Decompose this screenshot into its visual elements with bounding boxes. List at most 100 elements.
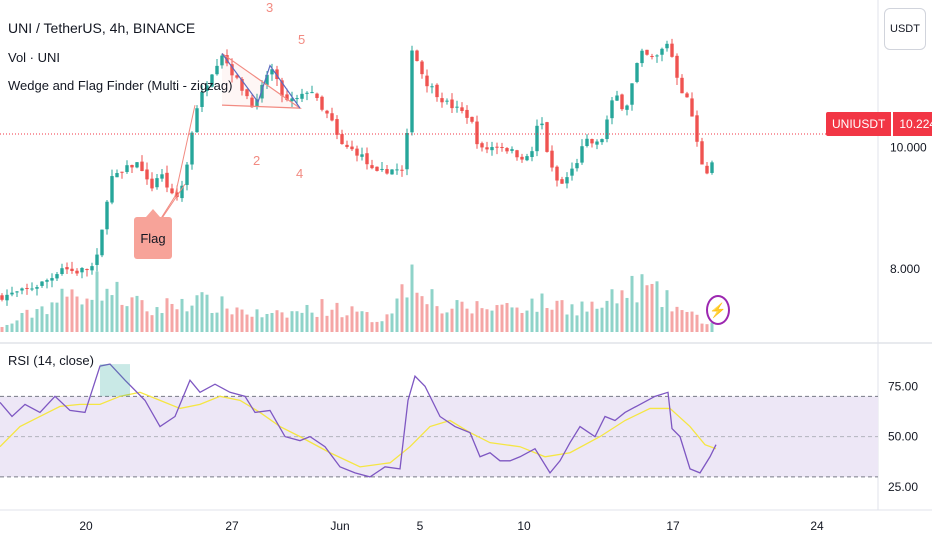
candle-body bbox=[420, 61, 424, 75]
candle-body bbox=[390, 169, 394, 175]
volume-bar bbox=[35, 309, 39, 332]
candle-body bbox=[580, 146, 584, 163]
rsi-legend[interactable]: RSI (14, close) bbox=[8, 353, 94, 368]
candle-body bbox=[35, 287, 39, 289]
candle-body bbox=[515, 150, 519, 158]
rsi-ma-line bbox=[0, 391, 717, 468]
candle-body bbox=[570, 168, 574, 176]
volume-bar bbox=[375, 321, 379, 332]
volume-bar bbox=[405, 297, 409, 332]
candle-body bbox=[360, 154, 364, 157]
candle-body bbox=[350, 146, 354, 150]
volume-bar bbox=[530, 298, 534, 332]
candle-body bbox=[190, 132, 194, 165]
candle-body bbox=[610, 100, 614, 119]
volume-bar bbox=[565, 314, 569, 332]
candle-body bbox=[140, 161, 144, 172]
volume-bar bbox=[60, 288, 64, 332]
candle-body bbox=[235, 75, 239, 78]
volume-bar bbox=[645, 285, 649, 332]
volume-bar bbox=[90, 299, 94, 332]
volume-bar bbox=[390, 313, 394, 332]
volume-bar bbox=[400, 284, 404, 332]
volume-bar bbox=[25, 309, 29, 332]
volume-bar bbox=[305, 304, 309, 332]
volume-bar bbox=[450, 308, 454, 332]
indicator-legend[interactable]: Wedge and Flag Finder (Multi - zigzag) bbox=[8, 78, 233, 93]
candle-body bbox=[155, 178, 159, 188]
candle-body bbox=[45, 280, 49, 282]
rsi-tick-label: 25.00 bbox=[888, 480, 918, 494]
volume-bar bbox=[215, 312, 219, 332]
volume-bar bbox=[290, 311, 294, 332]
volume-bar bbox=[155, 307, 159, 332]
volume-bar bbox=[295, 311, 299, 332]
candle-body bbox=[365, 153, 369, 165]
volume-bar bbox=[685, 311, 689, 332]
volume-bar bbox=[575, 315, 579, 332]
candle-body bbox=[650, 56, 654, 58]
candle-body bbox=[560, 179, 564, 184]
volume-bar bbox=[220, 296, 224, 332]
candle-body bbox=[710, 162, 714, 173]
candle-body bbox=[655, 55, 659, 57]
candle-body bbox=[385, 169, 389, 174]
volume-bar bbox=[150, 315, 154, 332]
volume-bar bbox=[55, 302, 59, 332]
volume-bar bbox=[470, 313, 474, 332]
time-tick-label: 24 bbox=[810, 519, 824, 533]
candle-body bbox=[265, 74, 269, 85]
volume-legend[interactable]: Vol · UNI bbox=[8, 50, 61, 65]
candle-body bbox=[310, 92, 314, 94]
candle-body bbox=[20, 288, 24, 291]
volume-bar bbox=[235, 307, 239, 332]
volume-bar bbox=[595, 308, 599, 332]
volume-bar bbox=[205, 294, 209, 332]
rsi-line bbox=[0, 363, 717, 478]
time-tick-label: 27 bbox=[225, 519, 239, 533]
symbol-legend[interactable]: UNI / TetherUS, 4h, BINANCE bbox=[8, 20, 196, 36]
volume-bar bbox=[185, 311, 189, 332]
candle-body bbox=[525, 156, 529, 161]
volume-bar bbox=[690, 311, 694, 332]
volume-bar bbox=[125, 306, 129, 332]
volume-bar bbox=[195, 295, 199, 332]
volume-bar bbox=[245, 314, 249, 332]
candle-body bbox=[305, 92, 309, 94]
candle-body bbox=[275, 69, 279, 80]
candle-body bbox=[145, 169, 149, 180]
volume-bar bbox=[395, 298, 399, 332]
currency-unit-button[interactable]: USDT bbox=[884, 8, 926, 50]
candle-body bbox=[605, 119, 609, 140]
lightning-icon[interactable]: ⚡ bbox=[706, 295, 730, 325]
flag-pattern-label: Flag bbox=[134, 209, 172, 259]
wedge-pattern bbox=[221, 52, 303, 109]
volume-bar bbox=[660, 307, 664, 332]
candle-body bbox=[695, 115, 699, 142]
volume-bar bbox=[615, 303, 619, 332]
volume-bar bbox=[445, 312, 449, 332]
rsi-tick-label: 75.00 bbox=[888, 379, 918, 393]
candle-body bbox=[530, 151, 534, 158]
volume-bar bbox=[710, 322, 714, 332]
candle-body bbox=[220, 55, 224, 66]
volume-bar bbox=[365, 312, 369, 332]
candle-body bbox=[30, 288, 34, 290]
volume-bar bbox=[415, 292, 419, 332]
wave-label-3: 3 bbox=[266, 0, 274, 15]
candle-body bbox=[585, 138, 589, 147]
candle-body bbox=[500, 147, 504, 149]
volume-bar bbox=[15, 320, 19, 332]
volume-bar bbox=[360, 311, 364, 332]
volume-bar bbox=[140, 300, 144, 332]
candle-body bbox=[90, 266, 94, 271]
volume-bar bbox=[345, 315, 349, 332]
candle-body bbox=[615, 95, 619, 101]
candle-body bbox=[290, 98, 294, 102]
candle-body bbox=[210, 74, 214, 87]
volume-bar bbox=[225, 308, 229, 332]
volume-bar bbox=[380, 321, 384, 332]
candle-body bbox=[170, 188, 174, 194]
candle-body bbox=[690, 98, 694, 117]
